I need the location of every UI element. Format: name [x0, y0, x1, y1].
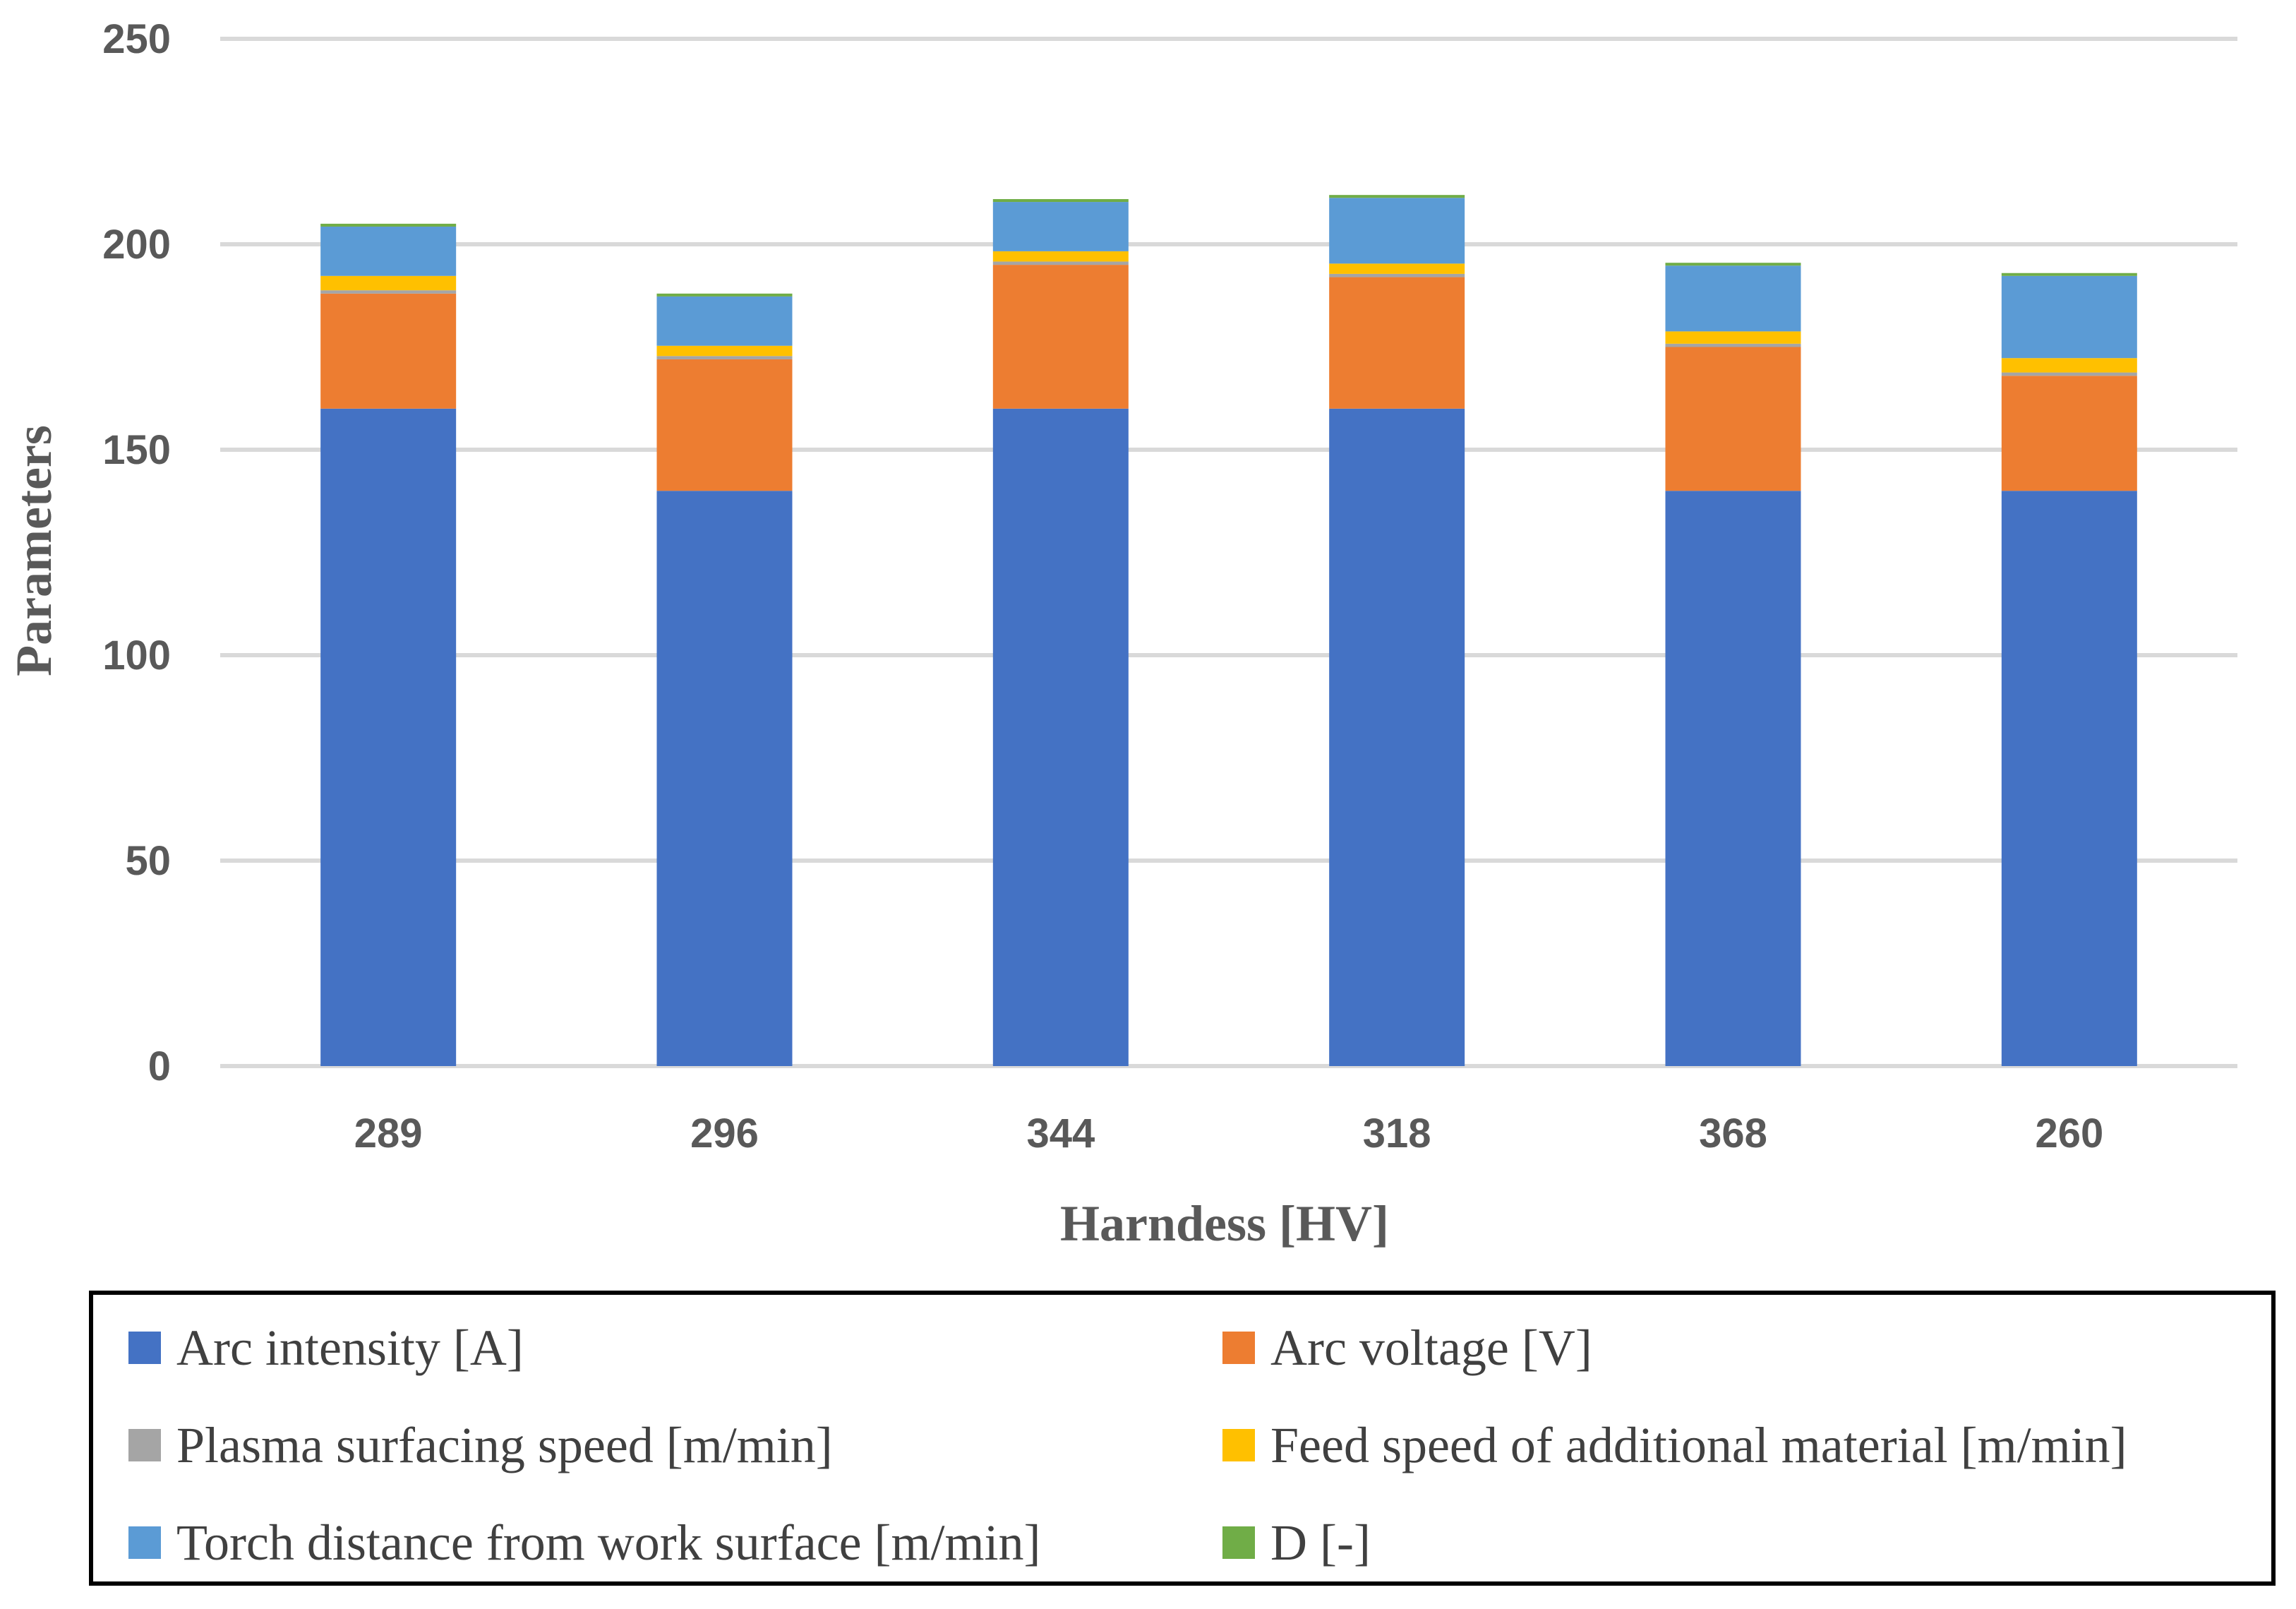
x-tick-label: 289 — [354, 1111, 423, 1156]
bar-segment — [320, 408, 457, 1066]
legend: Arc intensity [A] Arc voltage [V] Plasma… — [89, 1291, 2276, 1586]
x-tick-label: 296 — [690, 1111, 759, 1156]
x-axis-title: Harndess [HV] — [1060, 1195, 1389, 1252]
legend-swatch — [128, 1332, 161, 1364]
bar-segment — [1665, 343, 1801, 347]
bar-segment — [1665, 347, 1801, 491]
bar-segment — [992, 261, 1129, 265]
bar-segment — [2001, 358, 2137, 373]
y-tick-label: 0 — [148, 1043, 171, 1089]
y-tick-label: 50 — [125, 838, 171, 884]
legend-label: Arc voltage [V] — [1270, 1319, 1592, 1376]
bar-segment — [1665, 263, 1801, 266]
legend-item-plasma-surfacing-speed: Plasma surfacing speed [m/min] — [128, 1413, 833, 1477]
y-axis-title: Parameters — [6, 425, 62, 676]
y-tick-label: 200 — [102, 222, 171, 268]
bar-segment — [992, 408, 1129, 1066]
legend-item-torch-distance: Torch distance from work surface [m/min] — [128, 1511, 1041, 1574]
bar-segment — [320, 223, 457, 227]
legend-label: Torch distance from work surface [m/min] — [176, 1514, 1041, 1571]
x-tick-label: 318 — [1363, 1111, 1431, 1156]
legend-label: Arc intensity [A] — [176, 1319, 524, 1376]
legend-swatch — [128, 1526, 161, 1559]
bar-segment — [656, 293, 793, 297]
y-axis-ticks: 0 50 100 150 200 250 — [102, 16, 171, 1089]
legend-label: Plasma surfacing speed [m/min] — [176, 1416, 833, 1473]
legend-item-arc-intensity: Arc intensity [A] — [128, 1316, 524, 1380]
bar-segment — [2001, 491, 2137, 1066]
bar-segment — [320, 293, 457, 409]
y-tick-label: 250 — [102, 16, 171, 62]
bar-segment — [2001, 275, 2137, 359]
bar-segment — [656, 356, 793, 359]
legend-swatch — [1222, 1429, 1255, 1461]
x-tick-label: 344 — [1026, 1111, 1095, 1156]
bar-segment — [1329, 195, 1465, 198]
bar-segment — [992, 202, 1129, 251]
bar-segment — [2001, 376, 2137, 491]
bar-segment — [656, 491, 793, 1066]
x-axis-ticks: 289 296 344 318 368 260 — [354, 1111, 2103, 1156]
y-tick-label: 100 — [102, 633, 171, 678]
bar-segment — [1329, 408, 1465, 1066]
bar-segment — [320, 275, 457, 291]
bar-segment — [320, 226, 457, 276]
legend-label: D [-] — [1270, 1514, 1371, 1571]
legend-item-arc-voltage: Arc voltage [V] — [1222, 1316, 1592, 1380]
bar-segment — [992, 198, 1129, 203]
bar-segment — [656, 345, 793, 357]
legend-item-feed-speed: Feed speed of additional material [m/min… — [1222, 1413, 2127, 1477]
bar-segment — [320, 290, 457, 294]
stacked-bar-chart: 0 50 100 150 200 250 289 296 344 318 368 260 Param… — [6, 16, 2237, 1252]
bar-segment — [656, 296, 793, 346]
bars — [320, 195, 2137, 1066]
gridlines — [220, 37, 2237, 1068]
bar-segment — [1329, 273, 1465, 277]
bar-segment — [992, 251, 1129, 262]
legend-swatch — [1222, 1526, 1255, 1559]
bar-segment — [1329, 263, 1465, 274]
bar-segment — [656, 359, 793, 491]
x-tick-label: 368 — [1699, 1111, 1767, 1156]
bar-segment — [2001, 372, 2137, 376]
bar-segment — [1329, 277, 1465, 409]
bar-segment — [1665, 331, 1801, 344]
legend-swatch — [128, 1429, 161, 1461]
bar-segment — [1665, 491, 1801, 1066]
legend-swatch — [1222, 1332, 1255, 1364]
legend-item-d: D [-] — [1222, 1511, 1371, 1574]
legend-label: Feed speed of additional material [m/min… — [1270, 1416, 2127, 1473]
bar-segment — [992, 265, 1129, 409]
bar-segment — [1329, 198, 1465, 264]
x-tick-label: 260 — [2035, 1111, 2103, 1156]
y-tick-label: 150 — [102, 427, 171, 473]
bar-segment — [1665, 265, 1801, 332]
bar-segment — [2001, 273, 2137, 276]
